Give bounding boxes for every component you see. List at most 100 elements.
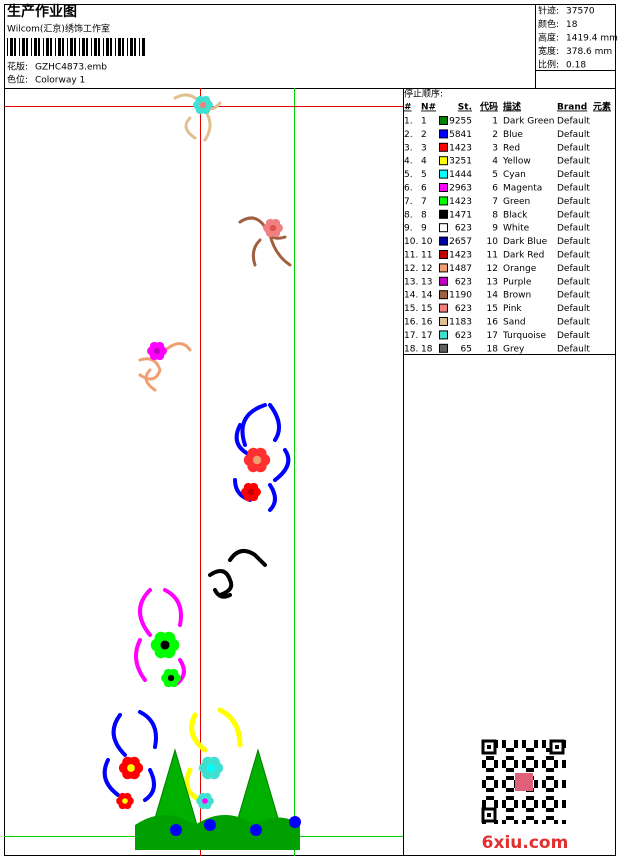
cell-n: 14 — [421, 291, 433, 301]
qr-cell — [486, 788, 490, 792]
color-swatch — [439, 236, 448, 246]
cell-desc: Yellow — [502, 157, 531, 167]
bar-line — [43, 38, 44, 56]
cell-index: 11. — [404, 251, 418, 261]
qr-cell — [542, 740, 546, 744]
qr-cell — [490, 796, 494, 800]
qr-cell — [562, 760, 566, 764]
column-header: 代码 — [479, 101, 498, 113]
qr-cell — [522, 740, 526, 744]
cell-brand: Default — [557, 264, 590, 274]
qr-cell — [530, 768, 534, 772]
qr-cell — [554, 764, 558, 768]
cell-st: 1423 — [449, 143, 472, 153]
cell-code: 8 — [492, 210, 498, 220]
cell-n: 12 — [421, 264, 432, 274]
qr-cell — [494, 764, 498, 768]
qr-cell — [534, 764, 538, 768]
bar-line — [106, 38, 109, 56]
bar-line — [55, 38, 56, 56]
base — [135, 815, 300, 850]
bar-line — [7, 38, 8, 56]
qr-finder-dot — [487, 813, 491, 817]
qr-cell — [554, 800, 558, 804]
cell-index: 18. — [404, 344, 418, 354]
color-swatch — [439, 209, 448, 219]
qr-cell — [522, 820, 526, 824]
stat-label: 比例: — [538, 59, 559, 71]
stat-label: 宽度: — [538, 45, 559, 57]
cell-n: 3 — [421, 143, 427, 153]
qr-cell — [506, 808, 510, 812]
qr-cell — [542, 804, 546, 808]
qr-cell — [502, 764, 506, 768]
cell-n: 10 — [421, 237, 433, 247]
qr-cell — [546, 748, 550, 752]
bar-line — [31, 38, 32, 56]
qr-cell — [502, 780, 506, 784]
scroll — [208, 549, 267, 599]
cell-st: 1423 — [449, 197, 472, 207]
flower-center — [207, 764, 215, 772]
qr-cell — [494, 760, 498, 764]
qr-logo — [515, 773, 533, 791]
color-swatch — [439, 116, 448, 125]
cell-index: 7. — [404, 197, 413, 207]
cell-st: 2657 — [449, 237, 472, 247]
bar-line — [122, 38, 124, 56]
qr-cell — [550, 768, 554, 772]
flower-center — [122, 798, 128, 804]
cell-brand: Default — [557, 170, 590, 180]
cell-code: 14 — [487, 291, 499, 301]
cell-brand: Default — [557, 130, 590, 140]
qr-cell — [542, 800, 546, 804]
qr-cell — [554, 804, 558, 808]
bar-line — [19, 38, 20, 56]
cell-brand: Default — [557, 117, 590, 127]
qr-cell — [506, 776, 510, 780]
qr-cell — [554, 760, 558, 764]
qr-cell — [534, 784, 538, 788]
cell-code: 3 — [492, 143, 498, 153]
qr-cell — [514, 804, 518, 808]
qr-cell — [514, 740, 518, 744]
cell-desc: Blue — [503, 130, 523, 140]
cell-n: 15 — [421, 304, 432, 314]
qr-cell — [510, 776, 514, 780]
cell-index: 3. — [404, 143, 413, 153]
qr-cell — [530, 796, 534, 800]
qr-cell — [494, 784, 498, 788]
qr-cell — [534, 780, 538, 784]
bar-line — [82, 38, 85, 56]
qr-cell — [514, 764, 518, 768]
cell-code: 4 — [492, 157, 498, 167]
flower-center — [167, 674, 175, 682]
cell-st: 623 — [455, 304, 472, 314]
stat-label: 针迹: — [538, 5, 559, 17]
cell-brand: Default — [557, 344, 590, 354]
flower-center — [199, 101, 207, 109]
cell-st: 3251 — [449, 157, 472, 167]
cell-brand: Default — [557, 224, 590, 234]
cell-code: 12 — [487, 264, 498, 274]
cell-desc: White — [503, 224, 530, 234]
qr-cell — [506, 816, 510, 820]
qr-code — [481, 739, 566, 824]
stat-value: 37570 — [566, 7, 595, 17]
qr-cell — [550, 808, 554, 812]
cell-code: 16 — [487, 318, 499, 328]
qr-cell — [546, 788, 550, 792]
cell-desc: Brown — [503, 291, 531, 301]
qr-cell — [486, 776, 490, 780]
cell-brand: Default — [557, 143, 590, 153]
bar-line — [14, 38, 16, 56]
qr-cell — [542, 780, 546, 784]
qr-cell — [550, 776, 554, 780]
qr-cell — [554, 780, 558, 784]
flower-center — [153, 347, 161, 355]
cell-index: 14. — [404, 291, 418, 301]
flower-center — [252, 455, 262, 465]
column-header: 元素 — [593, 101, 611, 113]
qr-cell — [546, 796, 550, 800]
